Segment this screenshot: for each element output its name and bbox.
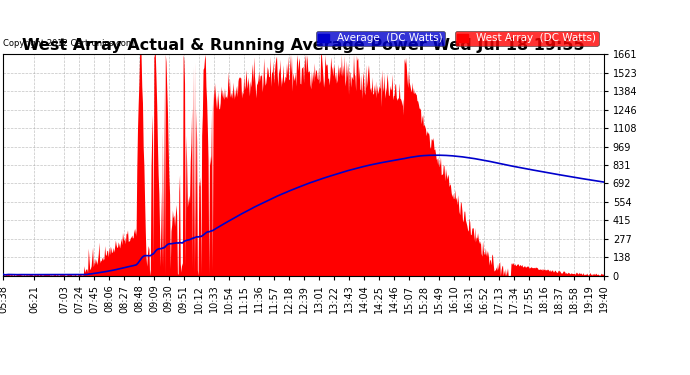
Legend: West Array  (DC Watts): West Array (DC Watts) <box>455 31 598 46</box>
Text: Copyright 2012 Cartronics.com: Copyright 2012 Cartronics.com <box>3 39 135 48</box>
Title: West Array Actual & Running Average Power Wed Jul 18 19:55: West Array Actual & Running Average Powe… <box>22 38 585 53</box>
